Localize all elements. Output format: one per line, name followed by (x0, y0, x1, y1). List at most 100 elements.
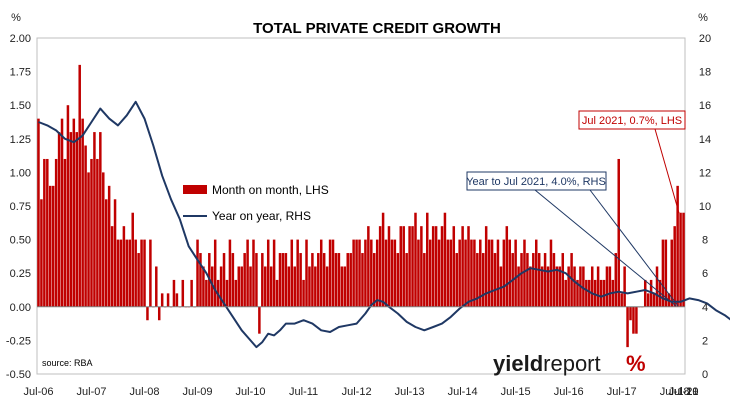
plot-frame (36, 37, 686, 375)
bar-mark (72, 118, 76, 307)
bar-mark (113, 199, 117, 307)
bar-mark (411, 226, 414, 307)
bar-mark (555, 266, 559, 307)
x-tick-label: Jul-10 (236, 386, 266, 398)
bar-mark (93, 132, 96, 307)
bar-mark (582, 266, 585, 307)
bar-mark (635, 306, 638, 334)
bar-mark (293, 266, 296, 307)
bar-mark (408, 226, 411, 307)
right-tick-label: 6 (702, 268, 708, 280)
left-tick-label: 1.50 (10, 100, 31, 112)
bar-mark (484, 226, 488, 307)
bar-mark (549, 239, 553, 307)
bar-mark (281, 253, 285, 307)
x-tick-label: Jul-14 (448, 386, 478, 398)
bar-mark (417, 239, 420, 307)
bar-mark (655, 266, 659, 307)
bar-mark (87, 172, 90, 307)
bar-mark (564, 279, 567, 307)
bar-mark (676, 185, 679, 307)
bar-mark (243, 253, 246, 307)
bar-mark (63, 158, 67, 307)
bar-mark (367, 226, 370, 307)
bar-mark (116, 239, 120, 307)
bar-mark (252, 239, 255, 307)
plot-area (36, 37, 686, 375)
bar-mark (317, 253, 320, 307)
bar-mark (128, 239, 132, 307)
bar-series (37, 64, 685, 348)
annotation-line-leader-b (589, 189, 679, 307)
bar-mark (567, 266, 570, 307)
bar-mark (99, 132, 102, 307)
annotations: Jul 2021, 0.7%, LHS Year to Jul 2021, 4.… (466, 110, 686, 307)
bar-mark (461, 226, 464, 307)
bar-mark (228, 239, 232, 307)
bar-mark (381, 212, 385, 307)
x-tick-label: Jul-15 (501, 386, 531, 398)
bar-mark (561, 253, 565, 307)
x-tick-label: Jul-18 (660, 386, 690, 398)
bar-mark (213, 239, 217, 307)
bar-mark (370, 239, 373, 307)
bar-mark (122, 226, 126, 307)
bar-mark (51, 185, 55, 307)
bar-mark (75, 132, 79, 307)
bar-mark (149, 239, 152, 307)
bar-mark (181, 279, 185, 307)
bar-mark (37, 118, 40, 307)
bar-mark (590, 266, 594, 307)
bar-mark (426, 212, 429, 307)
bar-mark (190, 279, 193, 307)
x-tick-label: Jul-19 (669, 386, 699, 398)
bar-mark (302, 279, 305, 307)
annotation-bar: Jul 2021, 0.7%, LHS (582, 115, 682, 127)
left-tick-label: 0.00 (10, 302, 31, 314)
bar-mark (396, 253, 400, 307)
bar-mark (535, 239, 538, 307)
bar-mark (258, 306, 261, 334)
bar-mark (652, 293, 656, 307)
bar-mark (305, 239, 308, 307)
bar-mark (449, 239, 453, 307)
bar-mark (481, 253, 485, 307)
bar-mark (346, 253, 349, 307)
bar-mark (473, 239, 476, 307)
bar-mark (225, 279, 229, 307)
bar-mark (614, 253, 618, 307)
bar-mark (576, 279, 579, 307)
bar-mark (340, 266, 344, 307)
right-tick-label: 2 (702, 335, 708, 347)
bar-mark (428, 239, 432, 307)
bar-mark (249, 266, 252, 307)
bar-mark (673, 226, 676, 307)
x-tick-label: Jul-07 (77, 386, 107, 398)
bar-mark (202, 266, 205, 307)
x-tick-label: Jul-09 (183, 386, 213, 398)
left-tick-label: -0.50 (6, 369, 31, 381)
bar-mark (364, 239, 367, 307)
bar-mark (54, 158, 58, 307)
bar-mark (526, 253, 529, 307)
x-tick-label: Jul-06 (24, 386, 54, 398)
bar-mark (110, 226, 114, 307)
brand-logo: yieldreport % (493, 351, 646, 376)
bar-mark (296, 239, 299, 307)
bar-mark (479, 239, 482, 307)
bar-mark (172, 279, 176, 307)
bar-mark (275, 279, 279, 307)
bar-mark (629, 306, 632, 321)
bar-mark (81, 118, 84, 307)
bar-mark (437, 239, 441, 307)
bar-mark (119, 239, 123, 307)
bar-mark (423, 253, 426, 307)
bar-mark (476, 253, 479, 307)
bar-mark (219, 266, 223, 307)
bar-mark (290, 239, 294, 307)
bar-mark (40, 199, 43, 307)
x-tick-label: Jul-12 (342, 386, 372, 398)
bar-mark (261, 253, 264, 307)
bar-mark (458, 239, 461, 307)
